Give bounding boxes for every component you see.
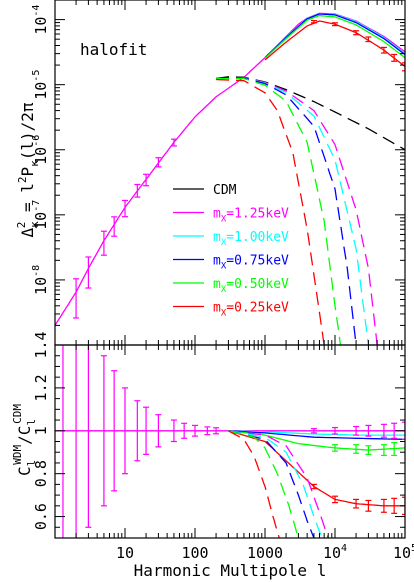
series-lin_1.25 [228, 430, 329, 538]
bottom-frame [54, 344, 406, 539]
y-tick-label: 10-5 [31, 70, 50, 100]
top-panel: 10-8 10-7 10-6 10-5 10-4 halofit CDM mX=1.25k… [15, 0, 406, 346]
series-nl_1.25 [228, 430, 405, 436]
y-tick-label: 10-7 [31, 200, 50, 230]
series-lin_1.00 [228, 430, 323, 538]
series-wdm_0.75_nonlinear [264, 13, 405, 59]
bottom-panel: 0.6 0.8 1 1.2 1.4 10 100 1000 104 105 ClWDM/ClCD… [11, 331, 414, 580]
y-tick-label: 1 [32, 426, 50, 435]
series-lin_0.25 [228, 430, 280, 538]
series-cdm_linear [216, 76, 405, 151]
x-tick-label: 104 [323, 543, 347, 562]
top-y-axis-label: Δκ2 = l2Pκ(l)/2π [15, 102, 41, 237]
series-nl_0.25 [228, 430, 405, 507]
x-tick-label: 10 [116, 544, 134, 562]
x-axis-label: Harmonic Multipole l [134, 561, 327, 580]
y-tick-label: 0.6 [32, 503, 50, 530]
legend-label: mX=1.00keV [213, 230, 289, 248]
legend-label: mX=1.25keV [213, 207, 289, 225]
series-wdm_0.25_linear [216, 78, 325, 345]
series-wdm_0.25_nonlinear [264, 20, 405, 68]
series-wdm_0.50_linear [216, 77, 342, 345]
y-tick-label: 1.4 [32, 331, 50, 358]
series-wdm_1.25_linear [216, 77, 378, 345]
legend-label: CDM [213, 183, 237, 198]
legend: CDM mX=1.25keV mX=1.00keV mX=0.75keV mX=0.50… [173, 183, 289, 319]
y-tick-label: 1.2 [32, 374, 50, 401]
bottom-y-axis-label: ClWDM/ClCDM [11, 404, 38, 476]
x-tick-label: 105 [393, 543, 414, 562]
legend-label: mX=0.75keV [213, 254, 289, 272]
y-tick-label: 0.8 [32, 460, 50, 487]
series-nl_0.75 [228, 430, 405, 441]
y-tick-label: 10-4 [31, 5, 50, 35]
x-tick-label: 1000 [247, 544, 283, 562]
y-tick-label: 10-8 [31, 265, 50, 295]
series-wdm_0.50_nonlinear [264, 14, 405, 59]
x-tick-label: 100 [181, 544, 208, 562]
legend-label: mX=0.25keV [213, 301, 289, 319]
series-lin_0.50 [228, 430, 300, 538]
halofit-annotation: halofit [80, 40, 147, 59]
series-lin_0.75 [228, 430, 315, 538]
y-tick-label: 10-6 [31, 135, 50, 165]
legend-label: mX=0.50keV [213, 277, 289, 295]
